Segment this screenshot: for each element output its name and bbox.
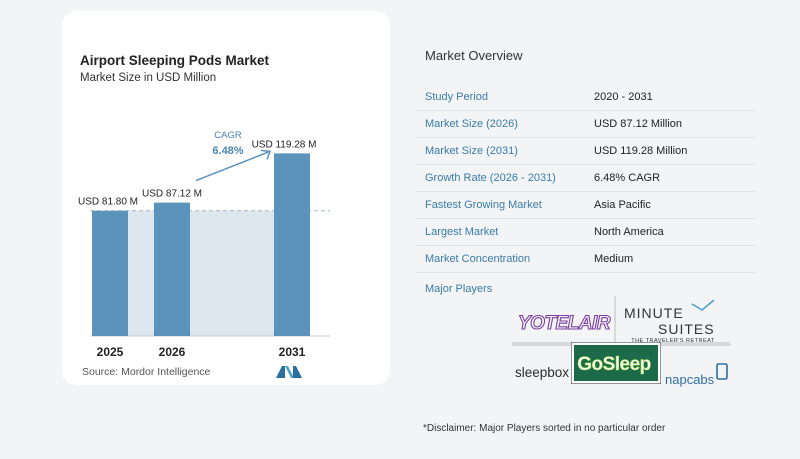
overview-value: Asia Pacific bbox=[594, 199, 651, 211]
overview-key: Fastest Growing Market bbox=[425, 199, 542, 211]
cagr-arrow bbox=[195, 150, 271, 182]
data-label-2025: USD 81.80 M bbox=[78, 197, 138, 208]
cagr-arrowhead bbox=[260, 149, 272, 160]
minute-suites-tagline: THE TRAVELER'S RETREAT bbox=[631, 338, 715, 344]
growth-band bbox=[128, 210, 274, 336]
overview-value: Medium bbox=[594, 253, 634, 265]
napcabs-logo: napcabs bbox=[661, 344, 731, 387]
sleepbox-wordmark: sleepbox bbox=[515, 365, 569, 380]
minute-suites-line1: MINUTE bbox=[624, 305, 684, 321]
bar-2025 bbox=[92, 210, 128, 336]
minute-suites-logo: MINUTE SUITES THE TRAVELER'S RETREAT bbox=[616, 299, 730, 344]
overview-row-fastest-growing: Fastest Growing Market Asia Pacific bbox=[416, 192, 756, 219]
major-players-title: Major Players bbox=[425, 283, 493, 295]
mordor-logo-icon bbox=[276, 366, 302, 378]
gosleep-logo: GoSleep bbox=[571, 342, 661, 384]
cagr-value: 6.48% bbox=[212, 145, 243, 157]
overview-key: Study Period bbox=[425, 91, 488, 103]
gosleep-wordmark: GoSleep bbox=[577, 354, 651, 375]
overview-key: Market Concentration bbox=[425, 253, 531, 265]
yotelair-wordmark: YOTELAIR bbox=[518, 313, 611, 334]
overview-key: Growth Rate (2026 - 2031) bbox=[425, 172, 556, 184]
source-note: Source: Mordor Intelligence bbox=[82, 366, 211, 378]
overview-row-largest-market: Largest Market North America bbox=[416, 219, 756, 246]
overview-value: USD 87.12 Million bbox=[594, 118, 683, 130]
napcabs-cabin-icon bbox=[716, 363, 728, 380]
overview-row-concentration: Market Concentration Medium bbox=[416, 246, 756, 273]
overview-row-study-period: Study Period 2020 - 2031 bbox=[416, 84, 756, 111]
bar-chart: USD 81.80 M USD 87.12 M USD 119.28 M 2025 2… bbox=[78, 130, 330, 359]
yotelair-logo: YOTELAIR bbox=[512, 296, 616, 344]
market-overview-title: Market Overview bbox=[425, 48, 523, 63]
bar-2031 bbox=[274, 153, 310, 336]
sleepbox-logo: sleepbox bbox=[512, 344, 572, 380]
overview-key: Market Size (2026) bbox=[425, 118, 518, 130]
chart-subtitle: Market Size in USD Million bbox=[80, 72, 217, 84]
overview-key: Largest Market bbox=[425, 226, 499, 238]
data-label-2026: USD 87.12 M bbox=[142, 189, 202, 200]
napcabs-wordmark: napcabs bbox=[665, 372, 715, 387]
overview-key: Market Size (2031) bbox=[425, 145, 518, 157]
clock-hand-icon bbox=[691, 299, 715, 311]
overview-value: North America bbox=[594, 226, 664, 238]
x-tick-2031: 2031 bbox=[279, 345, 306, 359]
cagr-label: CAGR bbox=[214, 130, 242, 141]
minute-suites-line2: SUITES bbox=[658, 321, 715, 337]
overview-value: 2020 - 2031 bbox=[594, 91, 653, 103]
chart-card: Airport Sleeping Pods Market Market Size… bbox=[62, 11, 390, 385]
x-tick-2026: 2026 bbox=[159, 345, 186, 359]
overview-value: USD 119.28 Million bbox=[594, 145, 688, 157]
overview-row-growth-rate: Growth Rate (2026 - 2031) 6.48% CAGR bbox=[416, 165, 756, 192]
overview-row-market-size-2031: Market Size (2031) USD 119.28 Million bbox=[416, 138, 756, 165]
disclaimer-note: *Disclaimer: Major Players sorted in no … bbox=[423, 423, 666, 434]
overview-row-market-size-2026: Market Size (2026) USD 87.12 Million bbox=[416, 111, 756, 138]
overview-value: 6.48% CAGR bbox=[594, 172, 661, 184]
chart-title: Airport Sleeping Pods Market bbox=[80, 53, 270, 68]
x-tick-2025: 2025 bbox=[97, 345, 124, 359]
bar-2026 bbox=[154, 202, 190, 336]
data-label-2031: USD 119.28 M bbox=[252, 139, 317, 150]
